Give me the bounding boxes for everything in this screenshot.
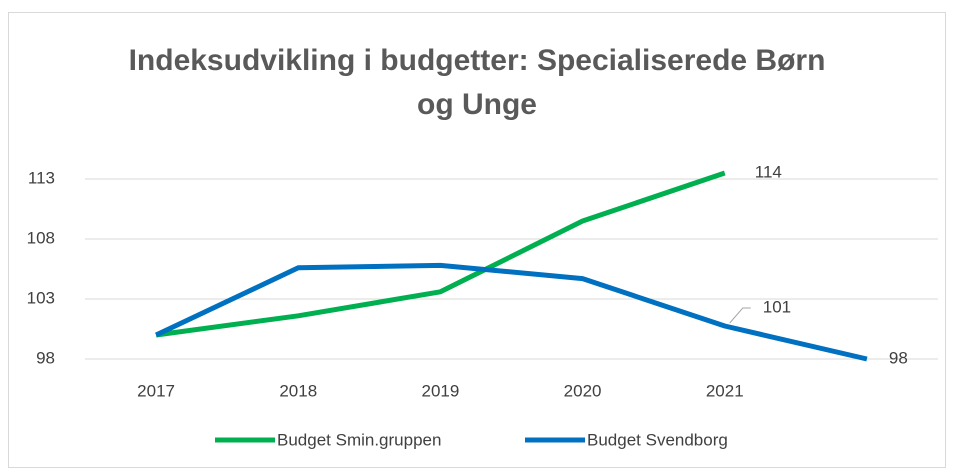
- x-tick-label: 2021: [706, 381, 744, 400]
- line-series: [155, 170, 726, 338]
- title-line: Indeksudvikling i budgetter: Specialiser…: [129, 44, 826, 77]
- x-tick-label: 2019: [422, 381, 460, 400]
- y-tick-label: 108: [27, 228, 55, 247]
- x-tick-label: 2020: [564, 381, 602, 400]
- data-label: 98: [889, 348, 908, 367]
- y-tick-label: 103: [27, 288, 55, 307]
- x-tick-label: 2018: [279, 381, 317, 400]
- title-line: og Unge: [417, 88, 537, 121]
- line-series: [155, 262, 868, 362]
- legend-label: Budget Svendborg: [587, 430, 728, 449]
- y-tick-label: 113: [28, 168, 55, 187]
- data-label: 101: [763, 297, 791, 316]
- chart-title: Indeksudvikling i budgetter: Specialiser…: [129, 44, 826, 121]
- x-tick-label: 2017: [137, 381, 175, 400]
- data-label: 114: [755, 162, 782, 181]
- y-tick-label: 98: [36, 348, 55, 367]
- legend-label: Budget Smin.gruppen: [277, 430, 441, 449]
- leader-line: [729, 307, 751, 324]
- chart-border: [8, 12, 946, 468]
